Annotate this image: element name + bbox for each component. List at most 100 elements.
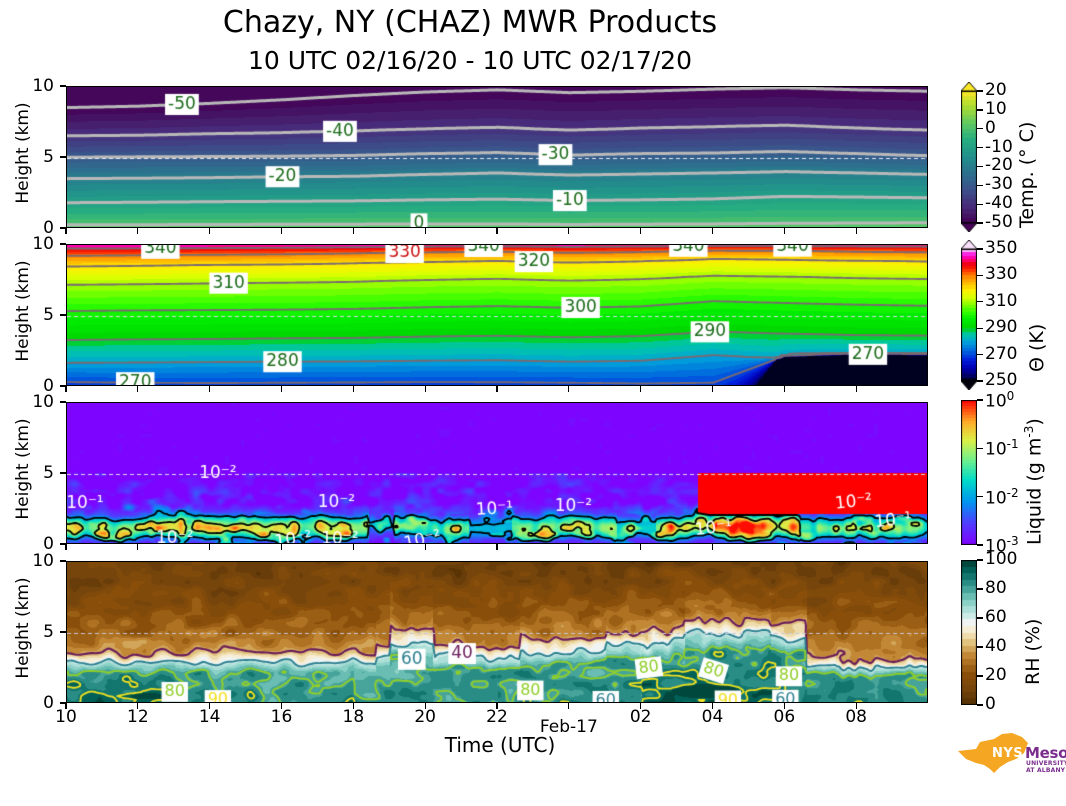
colorbar-tick-theta-0: [977, 380, 983, 382]
figure-subtitle: 10 UTC 02/16/20 - 10 UTC 02/17/20: [247, 46, 692, 75]
xtick-mark-theta-6: [496, 386, 498, 392]
ytick-label-liquid-5: 5: [43, 463, 54, 483]
xtick-mark-temperature-7: [568, 228, 570, 234]
colorbar-rh: [961, 560, 977, 705]
xtick-mark-liquid-1: [137, 544, 139, 550]
ytick-label-rh-0: 0: [43, 693, 54, 713]
xtick-mark-theta-8: [640, 386, 642, 392]
ytick-mark-temperature-0: [60, 227, 66, 229]
xtick-label-08: 08: [845, 707, 867, 727]
xtick-mark-liquid-6: [496, 544, 498, 550]
colorbar-liquid: [961, 400, 977, 545]
ytick-label-temperature-5: 5: [43, 147, 54, 167]
xtick-label-16: 16: [270, 707, 293, 727]
xtick-mark-rh-10: [783, 703, 785, 709]
colorbar-ticklabel-liquid-1: 10-2: [985, 485, 1019, 509]
colorbar-temperature: [961, 82, 977, 232]
ytick-mark-rh-10: [60, 560, 66, 562]
xtick-label-20: 20: [414, 707, 436, 727]
xtick-mark-rh-0: [65, 703, 67, 709]
xtick-label-06: 06: [773, 707, 796, 727]
xtick-mark-rh-5: [424, 703, 426, 709]
ytick-mark-liquid-0: [60, 543, 66, 545]
ytick-label-temperature-0: 0: [43, 218, 54, 238]
colorbar-ticklabel-theta-4: 330: [985, 264, 1018, 285]
colorbar-label-liquid: Liquid (g m-3): [1022, 418, 1045, 545]
ytick-mark-temperature-10: [60, 85, 66, 87]
colorbar-ticklabel-temperature-7: 20: [985, 80, 1007, 100]
colorbar-tick-theta-5: [977, 248, 983, 250]
cbar-liquid-sup: -3: [1022, 425, 1036, 438]
colorbar-tick-theta-3: [977, 301, 983, 303]
ny-state-shape-icon: [958, 733, 1028, 773]
cbar-liquid-close: ): [1023, 418, 1046, 426]
colorbar-ticklabel-temperature-6: 10: [985, 98, 1007, 119]
colorbar-tick-temperature-2: [977, 184, 983, 186]
ytick-label-theta-0: 0: [43, 376, 54, 396]
colorbar-label-theta: Θ (K): [1026, 323, 1048, 372]
ytick-label-rh-10: 10: [32, 551, 54, 571]
xtick-mark-liquid-8: [640, 544, 642, 550]
ytick-label-temperature-10: 10: [32, 76, 54, 96]
colorbar-tick-temperature-0: [977, 222, 983, 224]
colorbar-ticklabel-theta-1: 270: [985, 343, 1018, 364]
xtick-label-22: 22: [486, 707, 508, 727]
xtick-mark-temperature-2: [209, 228, 211, 234]
xtick-label-02: 02: [629, 707, 652, 727]
xtick-mark-liquid-9: [711, 544, 714, 550]
colorbar-tick-temperature-6: [977, 109, 983, 111]
panel-liquid: [66, 402, 928, 544]
ytick-mark-liquid-5: [60, 472, 66, 474]
xtick-mark-rh-8: [640, 703, 642, 709]
ytick-mark-temperature-5: [60, 156, 66, 158]
colorbar-ticklabel-temperature-1: -40: [985, 193, 1013, 214]
xtick-mark-theta-0: [65, 386, 67, 392]
logo-university-text: UNIVERSITY AT ALBANY: [1026, 760, 1066, 774]
colorbar-ticklabel-temperature-0: -50: [985, 212, 1013, 232]
xtick-mark-rh-6: [496, 703, 498, 709]
xtick-mark-temperature-11: [855, 228, 857, 234]
xtick-mark-liquid-3: [280, 544, 283, 550]
colorbar-ticklabel-temperature-5: 0: [985, 117, 996, 138]
ytick-mark-rh-5: [60, 631, 66, 633]
xlabel: Time (UTC): [444, 733, 556, 757]
xtick-mark-temperature-9: [711, 228, 714, 234]
colorbar-ticklabel-rh-1: 20: [985, 665, 1007, 685]
xtick-mark-rh-9: [711, 703, 714, 709]
colorbar-ticklabel-theta-0: 250: [985, 370, 1018, 390]
xtick-mark-temperature-4: [352, 228, 354, 234]
colorbar-tick-rh-3: [977, 617, 983, 619]
colorbar-tick-theta-2: [977, 327, 983, 329]
ytick-mark-theta-0: [60, 385, 66, 387]
colorbar-tick-rh-0: [977, 704, 983, 706]
xtick-mark-theta-7: [568, 386, 570, 392]
xtick-mark-temperature-10: [783, 228, 785, 234]
nys-mesonet-logo: NYS Mesonet UNIVERSITY AT ALBANY: [950, 729, 1066, 781]
xtick-mark-liquid-11: [855, 544, 857, 550]
xtick-mark-liquid-0: [65, 544, 67, 550]
colorbar-tick-temperature-3: [977, 165, 983, 168]
cbar-temp-text: Temp. (: [1016, 157, 1038, 228]
colorbar-ticklabel-theta-2: 290: [985, 317, 1018, 338]
ytick-mark-rh-0: [60, 702, 66, 704]
cbar-temp-unit: C): [1016, 121, 1038, 149]
xtick-mark-temperature-0: [65, 228, 67, 234]
colorbar-ticklabel-theta-5: 350: [985, 238, 1018, 258]
colorbar-label-temperature: Temp. (° C): [1016, 122, 1038, 228]
xtick-mark-temperature-3: [280, 228, 283, 234]
xtick-mark-theta-2: [209, 386, 211, 392]
colorbar-ticklabel-temperature-4: -10: [985, 136, 1013, 157]
xtick-mark-theta-4: [352, 386, 354, 392]
xtick-mark-liquid-2: [209, 544, 211, 550]
colorbar-ticklabel-temperature-3: -20: [985, 155, 1013, 176]
xtick-mark-liquid-7: [568, 544, 570, 550]
ytick-label-theta-5: 5: [43, 305, 54, 325]
xtick-label-12: 12: [127, 707, 149, 727]
xtick-mark-rh-4: [352, 703, 354, 709]
panel-temperature: [66, 86, 928, 228]
ytick-mark-liquid-10: [60, 401, 66, 403]
colorbar-tick-liquid-0: [977, 544, 983, 546]
colorbar-ticklabel-rh-3: 60: [985, 607, 1007, 627]
xtick-mark-temperature-1: [137, 228, 139, 234]
ytick-mark-theta-5: [60, 314, 66, 316]
